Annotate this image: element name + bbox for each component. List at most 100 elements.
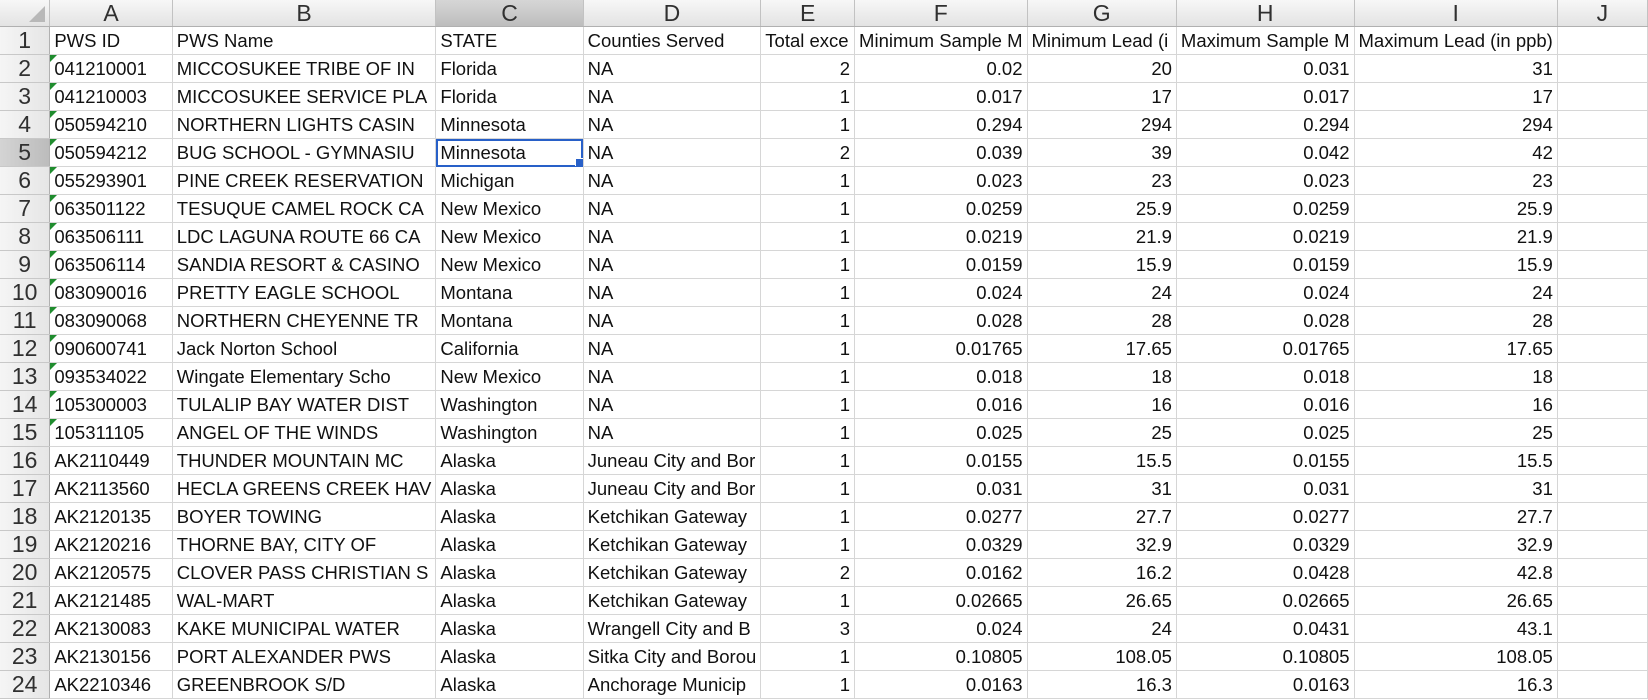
cell-i4[interactable]: 294 xyxy=(1354,110,1558,139)
cell-e13[interactable]: 1 xyxy=(760,362,856,391)
cell-g19[interactable]: 32.9 xyxy=(1027,530,1177,559)
cell-b14[interactable]: TULALIP BAY WATER DIST xyxy=(172,390,437,419)
cell-c10[interactable]: Montana xyxy=(435,278,584,307)
cell-d16[interactable]: Juneau City and Bor xyxy=(583,446,762,475)
cell-j14[interactable] xyxy=(1557,390,1648,419)
cell-e18[interactable]: 1 xyxy=(760,502,856,531)
cell-g2[interactable]: 20 xyxy=(1027,54,1177,83)
cell-h4[interactable]: 0.294 xyxy=(1176,110,1355,139)
cell-g15[interactable]: 25 xyxy=(1027,418,1177,447)
cell-e4[interactable]: 1 xyxy=(760,110,856,139)
cell-d10[interactable]: NA xyxy=(583,278,762,307)
cell-f21[interactable]: 0.02665 xyxy=(854,586,1028,615)
row-header[interactable]: 12 xyxy=(0,334,51,363)
cell-f20[interactable]: 0.0162 xyxy=(854,558,1028,587)
cell-f1[interactable]: Minimum Sample M xyxy=(854,26,1028,55)
row-header[interactable]: 21 xyxy=(0,586,51,615)
cell-b5[interactable]: BUG SCHOOL - GYMNASIU xyxy=(172,138,437,167)
cell-f22[interactable]: 0.024 xyxy=(854,614,1028,643)
cell-g17[interactable]: 31 xyxy=(1027,474,1177,503)
cell-i20[interactable]: 42.8 xyxy=(1354,558,1558,587)
cell-h3[interactable]: 0.017 xyxy=(1176,82,1355,111)
row-header[interactable]: 13 xyxy=(0,362,51,391)
cell-j13[interactable] xyxy=(1557,362,1648,391)
cell-i24[interactable]: 16.3 xyxy=(1354,670,1558,699)
cell-j4[interactable] xyxy=(1557,110,1648,139)
cell-e21[interactable]: 1 xyxy=(760,586,856,615)
cell-g11[interactable]: 28 xyxy=(1027,306,1177,335)
cell-a19[interactable]: AK2120216 xyxy=(49,530,173,559)
column-header-e[interactable]: E xyxy=(760,0,856,27)
cell-e8[interactable]: 1 xyxy=(760,222,856,251)
cell-c19[interactable]: Alaska xyxy=(435,530,584,559)
cell-h16[interactable]: 0.0155 xyxy=(1176,446,1355,475)
cell-f5[interactable]: 0.039 xyxy=(854,138,1028,167)
column-header-b[interactable]: B xyxy=(172,0,437,27)
cell-c12[interactable]: California xyxy=(435,334,584,363)
cell-f24[interactable]: 0.0163 xyxy=(854,670,1028,699)
cell-c24[interactable]: Alaska xyxy=(435,670,584,699)
cell-f9[interactable]: 0.0159 xyxy=(854,250,1028,279)
cell-a2[interactable]: 041210001 xyxy=(49,54,173,83)
cell-c20[interactable]: Alaska xyxy=(435,558,584,587)
cell-f23[interactable]: 0.10805 xyxy=(854,642,1028,671)
cell-f19[interactable]: 0.0329 xyxy=(854,530,1028,559)
column-header-g[interactable]: G xyxy=(1027,0,1177,27)
cell-j22[interactable] xyxy=(1557,614,1648,643)
cell-e3[interactable]: 1 xyxy=(760,82,856,111)
cell-e19[interactable]: 1 xyxy=(760,530,856,559)
cell-h21[interactable]: 0.02665 xyxy=(1176,586,1355,615)
cell-d5[interactable]: NA xyxy=(583,138,762,167)
cell-b19[interactable]: THORNE BAY, CITY OF xyxy=(172,530,437,559)
cell-i16[interactable]: 15.5 xyxy=(1354,446,1558,475)
cell-e24[interactable]: 1 xyxy=(760,670,856,699)
cell-b8[interactable]: LDC LAGUNA ROUTE 66 CA xyxy=(172,222,437,251)
column-header-h[interactable]: H xyxy=(1176,0,1355,27)
select-all-corner[interactable] xyxy=(0,0,51,27)
row-header[interactable]: 16 xyxy=(0,446,51,475)
row-header[interactable]: 5 xyxy=(0,138,51,167)
row-header[interactable]: 8 xyxy=(0,222,51,251)
cell-h24[interactable]: 0.0163 xyxy=(1176,670,1355,699)
cell-d22[interactable]: Wrangell City and B xyxy=(583,614,762,643)
row-header[interactable]: 4 xyxy=(0,110,51,139)
cell-g4[interactable]: 294 xyxy=(1027,110,1177,139)
cell-a18[interactable]: AK2120135 xyxy=(49,502,173,531)
cell-c23[interactable]: Alaska xyxy=(435,642,584,671)
row-header[interactable]: 14 xyxy=(0,390,51,419)
cell-f14[interactable]: 0.016 xyxy=(854,390,1028,419)
cell-b6[interactable]: PINE CREEK RESERVATION xyxy=(172,166,437,195)
cell-h19[interactable]: 0.0329 xyxy=(1176,530,1355,559)
cell-c1[interactable]: STATE xyxy=(435,26,584,55)
column-header-f[interactable]: F xyxy=(854,0,1028,27)
cell-d23[interactable]: Sitka City and Borou xyxy=(583,642,762,671)
cell-h14[interactable]: 0.016 xyxy=(1176,390,1355,419)
cell-f18[interactable]: 0.0277 xyxy=(854,502,1028,531)
cell-c8[interactable]: New Mexico xyxy=(435,222,584,251)
cell-i18[interactable]: 27.7 xyxy=(1354,502,1558,531)
cell-h22[interactable]: 0.0431 xyxy=(1176,614,1355,643)
cell-b18[interactable]: BOYER TOWING xyxy=(172,502,437,531)
row-header[interactable]: 24 xyxy=(0,670,51,699)
cell-b22[interactable]: KAKE MUNICIPAL WATER xyxy=(172,614,437,643)
row-header[interactable]: 15 xyxy=(0,418,51,447)
cell-a24[interactable]: AK2210346 xyxy=(49,670,173,699)
row-header[interactable]: 11 xyxy=(0,306,51,335)
row-header[interactable]: 23 xyxy=(0,642,51,671)
cell-c7[interactable]: New Mexico xyxy=(435,194,584,223)
cell-h11[interactable]: 0.028 xyxy=(1176,306,1355,335)
cell-h17[interactable]: 0.031 xyxy=(1176,474,1355,503)
cell-b4[interactable]: NORTHERN LIGHTS CASIN xyxy=(172,110,437,139)
column-header-j[interactable]: J xyxy=(1557,0,1648,27)
cell-e6[interactable]: 1 xyxy=(760,166,856,195)
cell-d9[interactable]: NA xyxy=(583,250,762,279)
cell-g18[interactable]: 27.7 xyxy=(1027,502,1177,531)
cell-c4[interactable]: Minnesota xyxy=(435,110,584,139)
cell-a8[interactable]: 063506111 xyxy=(49,222,173,251)
cell-d7[interactable]: NA xyxy=(583,194,762,223)
cell-i2[interactable]: 31 xyxy=(1354,54,1558,83)
row-header[interactable]: 10 xyxy=(0,278,51,307)
cell-c21[interactable]: Alaska xyxy=(435,586,584,615)
cell-g14[interactable]: 16 xyxy=(1027,390,1177,419)
cell-a15[interactable]: 105311105 xyxy=(49,418,173,447)
